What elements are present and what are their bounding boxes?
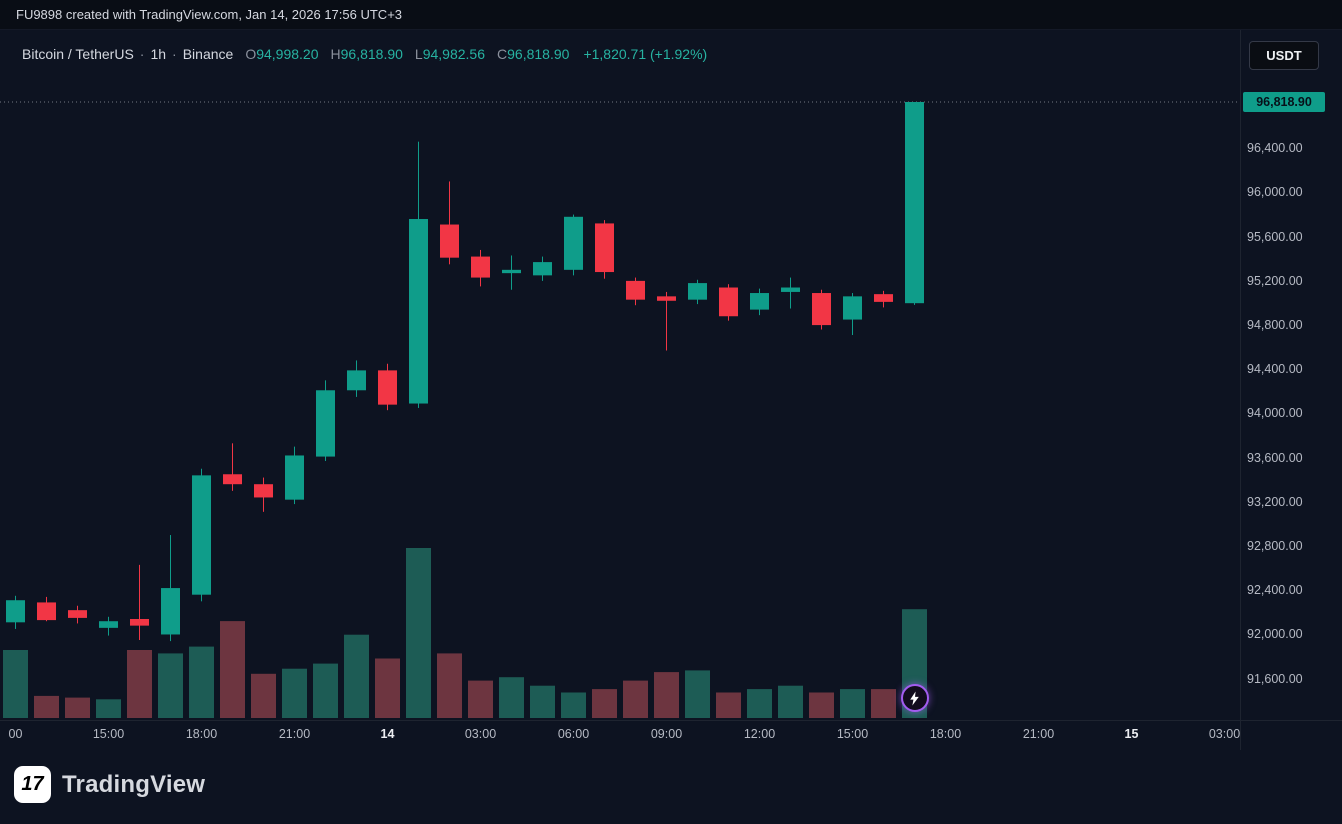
candle-body [99,621,118,628]
volume-bar [716,692,741,718]
volume-bar [158,653,183,718]
low-letter: L [414,46,423,62]
candle-body [688,283,707,300]
open-value: 94,998.20 [256,46,319,62]
volume-bar [375,658,400,718]
candle-body [192,475,211,595]
volume-bar [747,689,772,718]
interval-label: 1h [150,46,167,62]
ohlc-low: L94,982.56 [415,46,485,62]
candle-wick [139,564,140,640]
close-letter: C [497,46,508,62]
separator-dot: · [172,46,177,62]
volume-bar [96,699,121,718]
volume-bar [561,692,586,718]
lightning-bolt-icon [910,691,919,705]
candle-body [68,610,87,618]
low-value: 94,982.56 [422,46,486,62]
candle-body [502,269,521,274]
candle-body [905,102,924,304]
volume-bar [530,685,555,718]
volume-bar [220,621,245,718]
time-axis-divider [0,720,1342,721]
volume-bar [437,653,462,718]
attribution-bar: FU9898 created with TradingView.com, Jan… [0,0,1342,30]
volume-bar [282,668,307,718]
open-letter: O [245,46,257,62]
candle-wick [232,443,233,491]
volume-bar [809,692,834,718]
volume-bar [65,697,90,718]
ohlc-close: C96,818.90 [497,46,569,62]
candle-body [626,280,645,300]
volume-bar [468,680,493,718]
candle-body [440,224,459,258]
ohlc-open: O94,998.20 [245,46,318,62]
candle-body [6,600,25,623]
tradingview-brand-text: TradingView [62,770,206,798]
flash-icon[interactable] [900,684,929,712]
candle-body [719,287,738,317]
candle-body [595,223,614,273]
ohlc-high: H96,818.90 [331,46,403,62]
candle-body [471,256,490,278]
price-axis-divider [1240,30,1241,750]
candle-body [781,287,800,292]
candle-body [378,370,397,405]
tradingview-logo-icon: 17 [14,766,51,803]
candle-body [37,602,56,621]
symbol-legend[interactable]: Bitcoin / TetherUS · 1h · Binance O94,99… [22,46,707,62]
candle-body [130,619,149,626]
candle-body [316,390,335,457]
candle-body [285,455,304,500]
candle-body [347,370,366,391]
tradingview-logo[interactable]: 17 TradingView [14,766,205,803]
close-value: 96,818.90 [507,46,570,62]
volume-bar [189,646,214,718]
candle-body [874,294,893,302]
currency-toggle-button[interactable]: USDT [1249,41,1319,70]
volume-bar [871,689,896,718]
volume-bar [127,650,152,718]
candle-body [812,293,831,326]
candle-body [254,484,273,498]
change-label: +1,820.71 (+1.92%) [583,46,708,62]
candle-body [161,588,180,635]
candle-body [657,296,676,301]
symbol-name: Bitcoin / TetherUS [22,46,134,62]
separator-dot: · [139,46,145,62]
candle-wick [449,181,450,265]
volume-bar [251,673,276,718]
candle-body [564,216,583,270]
volume-bar [344,634,369,718]
volume-bar [840,689,865,718]
candle-wick [666,291,667,351]
candle-body [223,474,242,485]
volume-bar [654,672,679,718]
volume-bar [34,695,59,718]
candle-body [409,219,428,404]
candle-body [533,262,552,276]
volume-bar [685,670,710,718]
candle-wick [790,277,791,309]
candle-body [843,296,862,320]
exchange-label: Binance [182,46,234,62]
volume-bar [499,677,524,718]
volume-bar [592,689,617,718]
volume-bar [313,663,338,718]
attribution-text: FU9898 created with TradingView.com, Jan… [16,7,403,22]
high-value: 96,818.90 [340,46,403,62]
candle-body [750,293,769,310]
volume-bar [778,685,803,718]
volume-bar [3,650,28,718]
last-price-badge: 96,818.90 [1243,92,1325,112]
high-letter: H [330,46,341,62]
volume-bar [406,548,431,718]
volume-bar [623,680,648,718]
